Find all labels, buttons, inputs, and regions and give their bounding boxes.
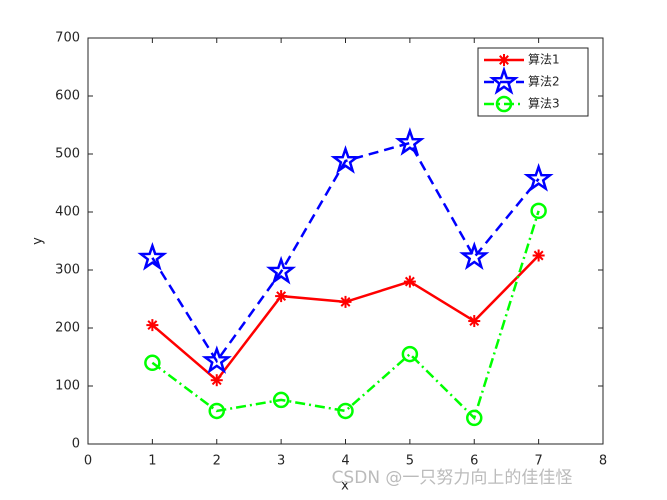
x-tick-label: 7 xyxy=(534,454,542,469)
legend-marker xyxy=(498,54,510,66)
x-tick-label: 6 xyxy=(470,454,478,469)
marker xyxy=(532,249,545,262)
x-tick-label: 3 xyxy=(277,454,285,469)
marker xyxy=(137,241,168,271)
series-line xyxy=(151,210,540,421)
marker xyxy=(401,345,419,363)
series-line xyxy=(151,141,540,364)
marker xyxy=(275,290,288,303)
y-tick-label: 0 xyxy=(72,437,80,452)
x-tick-label: 8 xyxy=(599,454,607,469)
legend-label: 算法3 xyxy=(528,96,560,111)
legend-label: 算法1 xyxy=(528,52,560,67)
marker-stroke xyxy=(469,316,480,326)
marker xyxy=(144,354,161,372)
marker-stroke xyxy=(533,250,544,261)
y-axis-label: y xyxy=(31,237,46,245)
y-tick-label: 100 xyxy=(55,379,80,394)
y-tick-label: 500 xyxy=(55,147,80,162)
y-tick-label: 300 xyxy=(55,263,80,278)
marker-stroke xyxy=(147,320,158,331)
marker-stroke xyxy=(404,276,415,287)
marker-stroke xyxy=(340,296,351,307)
marker-stroke xyxy=(499,55,509,65)
marker xyxy=(523,163,554,192)
marker xyxy=(394,127,425,156)
marker xyxy=(272,391,290,409)
watermark: CSDN @一只努力向上的佳佳怪 xyxy=(332,468,573,488)
x-tick-label: 5 xyxy=(406,454,414,469)
x-tick-label: 2 xyxy=(213,454,221,469)
marker xyxy=(210,374,223,387)
marker xyxy=(201,345,232,374)
marker xyxy=(466,409,483,427)
y-tick-label: 700 xyxy=(55,31,80,46)
marker-stroke xyxy=(276,291,287,302)
marker xyxy=(208,402,225,420)
marker xyxy=(530,202,547,220)
y-tick-label: 600 xyxy=(55,89,80,104)
y-tick-label: 400 xyxy=(55,205,80,220)
marker xyxy=(146,319,159,332)
x-tick-label: 0 xyxy=(84,454,92,469)
marker xyxy=(403,275,416,288)
x-axis-label: x xyxy=(341,479,349,494)
marker-stroke xyxy=(211,375,222,386)
legend-label: 算法2 xyxy=(528,74,560,89)
marker xyxy=(459,241,490,271)
x-tick-label: 4 xyxy=(341,454,349,469)
legend-marker xyxy=(495,95,513,113)
marker xyxy=(468,315,481,328)
marker xyxy=(337,402,354,420)
marker xyxy=(339,295,352,308)
marker xyxy=(266,255,297,285)
x-tick-label: 1 xyxy=(148,454,156,469)
y-tick-label: 200 xyxy=(55,321,80,336)
legend-marker xyxy=(489,66,519,95)
marker xyxy=(330,145,361,174)
